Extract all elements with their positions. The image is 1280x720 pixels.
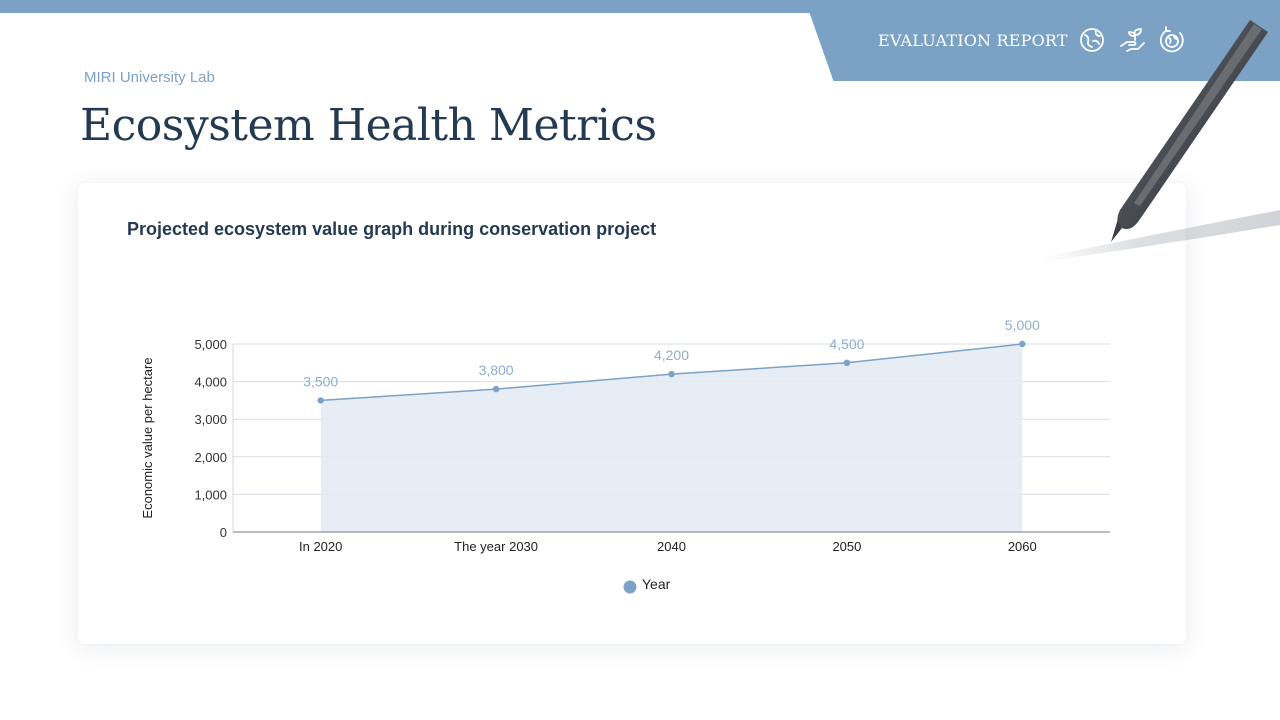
- x-tick-label: 2050: [832, 539, 861, 554]
- y-tick-label: 5,000: [194, 337, 227, 352]
- y-tick-label: 1,000: [194, 487, 227, 502]
- legend-label: Year: [642, 576, 671, 592]
- earth-leaf-icon: [1076, 24, 1108, 56]
- data-point: [1019, 340, 1026, 348]
- y-tick-label: 4,000: [194, 375, 227, 390]
- chart-title: Projected ecosystem value graph during c…: [127, 219, 657, 239]
- data-point: [317, 397, 324, 404]
- y-axis-title: Economic value per hectare: [140, 357, 155, 518]
- report-badge-title: EVALUATION REPORT: [878, 31, 1068, 50]
- x-tick-label: 2060: [1008, 539, 1037, 554]
- y-tick-label: 2,000: [194, 450, 227, 465]
- data-label: 3,500: [303, 373, 338, 389]
- data-point: [492, 385, 500, 393]
- x-tick-label: 2040: [657, 539, 686, 554]
- legend-marker: [623, 580, 637, 594]
- data-label: 4,500: [829, 336, 864, 352]
- data-label: 3,800: [479, 362, 514, 378]
- data-label: 4,200: [654, 347, 689, 363]
- data-point: [668, 370, 675, 378]
- y-tick-label: 3,000: [194, 412, 227, 427]
- x-tick-label: In 2020: [299, 539, 342, 554]
- page-title: Ecosystem Health Metrics: [80, 100, 657, 151]
- data-point: [843, 359, 851, 366]
- data-label: 5,000: [1005, 317, 1040, 333]
- x-tick-label: The year 2030: [454, 539, 538, 554]
- lab-name: MIRI University Lab: [84, 69, 215, 86]
- y-tick-label: 0: [220, 525, 227, 540]
